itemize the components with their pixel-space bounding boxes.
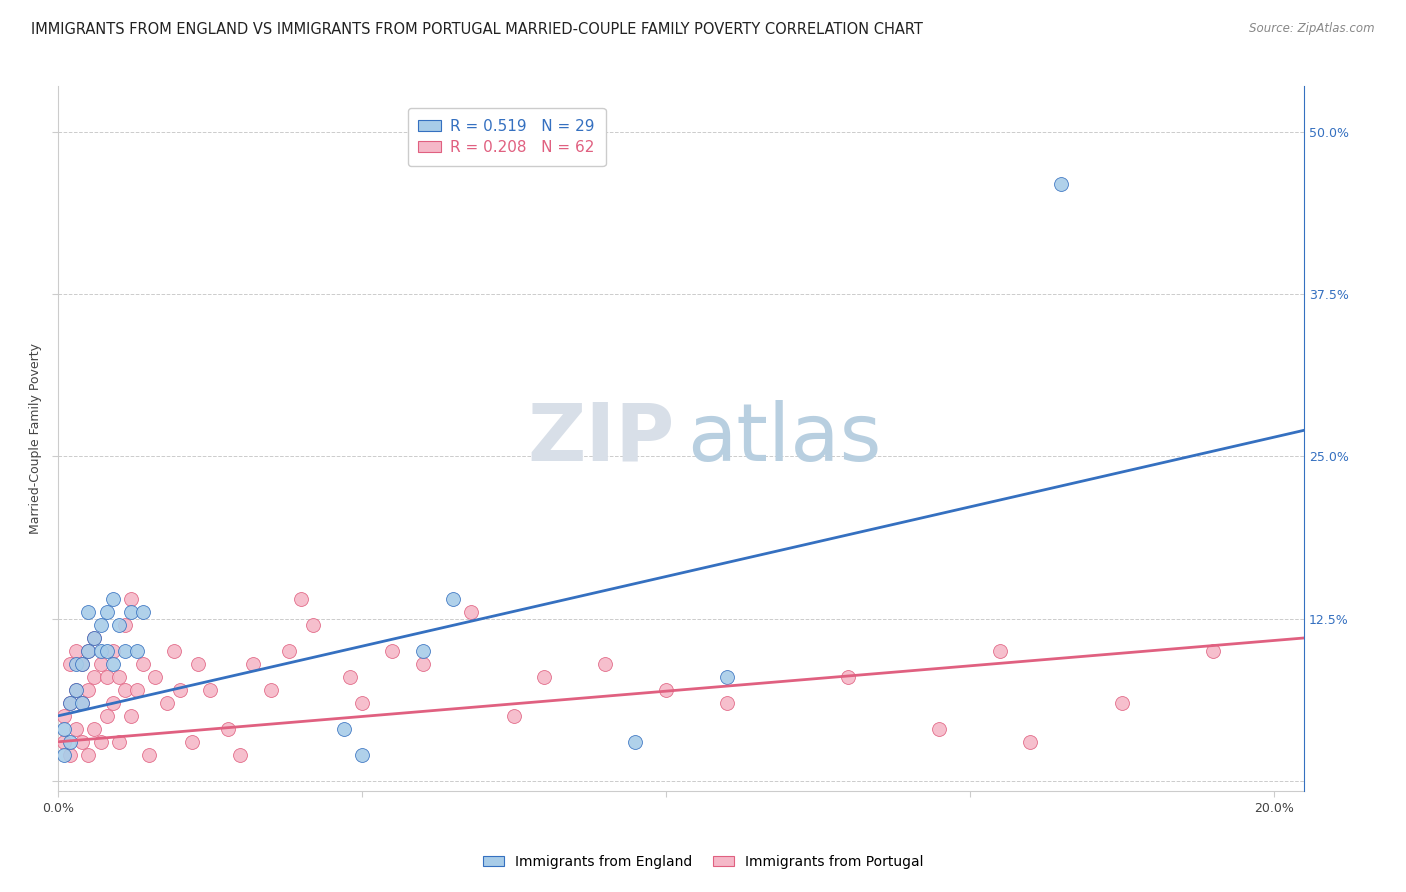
- Point: [96, 709, 118, 723]
- Point: [655, 682, 678, 697]
- Point: [96, 670, 118, 684]
- Point: [716, 696, 738, 710]
- Point: [96, 605, 118, 619]
- Point: [72, 657, 94, 671]
- Point: [302, 618, 325, 632]
- Point: [114, 682, 136, 697]
- Point: [83, 631, 105, 645]
- Point: [72, 696, 94, 710]
- Point: [83, 722, 105, 736]
- Point: [65, 657, 87, 671]
- Point: [1019, 735, 1042, 749]
- Point: [53, 709, 76, 723]
- Point: [180, 735, 202, 749]
- Point: [90, 735, 112, 749]
- Point: [53, 722, 76, 736]
- Point: [125, 644, 148, 658]
- Legend: R = 0.519   N = 29, R = 0.208   N = 62: R = 0.519 N = 29, R = 0.208 N = 62: [408, 108, 606, 166]
- Point: [101, 657, 124, 671]
- Point: [108, 735, 131, 749]
- Text: atlas: atlas: [688, 400, 882, 478]
- Text: IMMIGRANTS FROM ENGLAND VS IMMIGRANTS FROM PORTUGAL MARRIED-COUPLE FAMILY POVERT: IMMIGRANTS FROM ENGLAND VS IMMIGRANTS FR…: [31, 22, 922, 37]
- Point: [83, 670, 105, 684]
- Point: [187, 657, 209, 671]
- Point: [77, 747, 100, 762]
- Point: [108, 618, 131, 632]
- Point: [928, 722, 950, 736]
- Point: [143, 670, 166, 684]
- Point: [339, 670, 361, 684]
- Point: [120, 709, 142, 723]
- Point: [441, 592, 464, 607]
- Point: [114, 618, 136, 632]
- Point: [77, 644, 100, 658]
- Point: [108, 670, 131, 684]
- Point: [533, 670, 555, 684]
- Point: [260, 682, 283, 697]
- Point: [169, 682, 191, 697]
- Point: [83, 631, 105, 645]
- Point: [229, 747, 252, 762]
- Point: [242, 657, 264, 671]
- Point: [90, 657, 112, 671]
- Point: [101, 644, 124, 658]
- Point: [77, 605, 100, 619]
- Point: [156, 696, 179, 710]
- Point: [217, 722, 239, 736]
- Point: [412, 657, 434, 671]
- Point: [837, 670, 859, 684]
- Point: [53, 735, 76, 749]
- Point: [593, 657, 616, 671]
- Point: [77, 682, 100, 697]
- Y-axis label: Married-Couple Family Poverty: Married-Couple Family Poverty: [30, 343, 42, 534]
- Point: [65, 722, 87, 736]
- Point: [138, 747, 160, 762]
- Point: [460, 605, 482, 619]
- Point: [101, 696, 124, 710]
- Point: [101, 592, 124, 607]
- Point: [624, 735, 647, 749]
- Point: [132, 605, 155, 619]
- Point: [125, 682, 148, 697]
- Point: [120, 605, 142, 619]
- Point: [59, 735, 82, 749]
- Point: [350, 747, 373, 762]
- Point: [278, 644, 301, 658]
- Point: [77, 644, 100, 658]
- Point: [59, 696, 82, 710]
- Point: [90, 618, 112, 632]
- Point: [96, 644, 118, 658]
- Point: [1111, 696, 1133, 710]
- Point: [716, 670, 738, 684]
- Point: [350, 696, 373, 710]
- Point: [59, 657, 82, 671]
- Point: [120, 592, 142, 607]
- Point: [381, 644, 404, 658]
- Point: [90, 644, 112, 658]
- Point: [198, 682, 221, 697]
- Point: [412, 644, 434, 658]
- Point: [65, 682, 87, 697]
- Point: [72, 735, 94, 749]
- Point: [59, 747, 82, 762]
- Text: ZIP: ZIP: [527, 400, 675, 478]
- Point: [132, 657, 155, 671]
- Point: [162, 644, 184, 658]
- Point: [988, 644, 1011, 658]
- Point: [1050, 177, 1073, 191]
- Point: [59, 696, 82, 710]
- Point: [72, 696, 94, 710]
- Legend: Immigrants from England, Immigrants from Portugal: Immigrants from England, Immigrants from…: [477, 849, 929, 874]
- Point: [114, 644, 136, 658]
- Point: [53, 747, 76, 762]
- Point: [65, 682, 87, 697]
- Point: [1202, 644, 1225, 658]
- Point: [72, 657, 94, 671]
- Point: [502, 709, 524, 723]
- Point: [332, 722, 354, 736]
- Point: [290, 592, 312, 607]
- Text: Source: ZipAtlas.com: Source: ZipAtlas.com: [1250, 22, 1375, 36]
- Point: [65, 644, 87, 658]
